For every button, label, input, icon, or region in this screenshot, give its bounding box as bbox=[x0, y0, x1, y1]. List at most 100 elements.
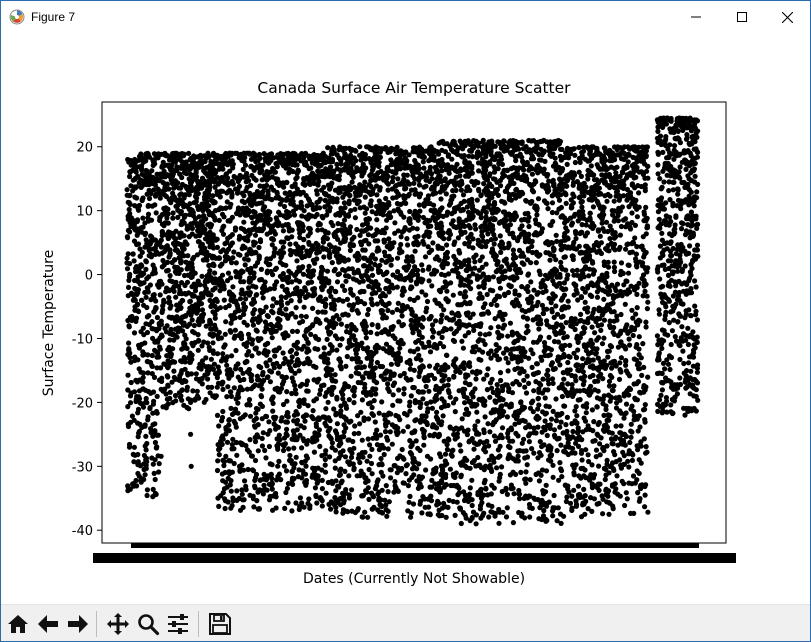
scatter-point bbox=[203, 396, 209, 403]
scatter-point bbox=[212, 322, 218, 328]
scatter-point bbox=[383, 225, 389, 231]
scatter-point bbox=[392, 183, 398, 189]
scatter-point bbox=[194, 388, 200, 394]
scatter-point bbox=[333, 378, 339, 384]
scatter-point bbox=[388, 467, 394, 473]
scatter-point bbox=[365, 478, 371, 484]
scatter-point bbox=[139, 171, 145, 177]
scatter-point bbox=[329, 148, 335, 154]
scatter-point bbox=[207, 297, 213, 303]
scatter-point bbox=[311, 449, 317, 455]
scatter-point bbox=[458, 187, 464, 193]
scatter-point bbox=[219, 435, 225, 441]
scatter-point bbox=[416, 352, 422, 358]
scatter-point bbox=[382, 370, 388, 376]
scatter-point bbox=[152, 439, 158, 446]
scatter-point bbox=[372, 419, 378, 425]
minimize-button[interactable] bbox=[673, 1, 719, 33]
scatter-point bbox=[194, 393, 200, 399]
scatter-point bbox=[249, 353, 255, 359]
scatter-point bbox=[422, 496, 428, 502]
scatter-point bbox=[355, 269, 362, 275]
figure-canvas[interactable]: Canada Surface Air Temperature Scatter 2… bbox=[1, 33, 810, 604]
scatter-point bbox=[279, 381, 286, 387]
scatter-point bbox=[192, 397, 198, 403]
scatter-point bbox=[160, 188, 166, 194]
scatter-point bbox=[375, 324, 381, 330]
scatter-point bbox=[215, 495, 221, 501]
scatter-point bbox=[407, 493, 413, 499]
scatter-point bbox=[257, 277, 263, 283]
scatter-point bbox=[272, 266, 278, 272]
scatter-point bbox=[242, 162, 249, 168]
scatter-point bbox=[386, 213, 392, 219]
scatter-point bbox=[280, 271, 286, 277]
close-button[interactable] bbox=[764, 1, 810, 33]
scatter-point bbox=[349, 450, 355, 456]
scatter-point bbox=[231, 446, 237, 452]
scatter-point bbox=[140, 215, 146, 221]
scatter-point bbox=[264, 268, 271, 274]
scatter-point bbox=[421, 233, 427, 239]
scatter-point bbox=[278, 418, 284, 424]
scatter-point bbox=[336, 316, 342, 322]
scatter-point bbox=[373, 279, 379, 285]
scatter-point bbox=[294, 417, 301, 423]
title-bar[interactable]: Figure 7 bbox=[1, 1, 810, 33]
scatter-point bbox=[260, 430, 266, 436]
scatter-point bbox=[365, 311, 371, 318]
scatter-point bbox=[263, 413, 269, 419]
scatter-point bbox=[176, 255, 182, 261]
scatter-point bbox=[226, 469, 232, 475]
scatter-point bbox=[291, 475, 297, 482]
scatter-point bbox=[248, 182, 254, 188]
scatter-point bbox=[259, 200, 265, 206]
scatter-point bbox=[348, 322, 355, 328]
scatter-point bbox=[261, 283, 268, 290]
scatter-point bbox=[255, 448, 261, 454]
scatter-point bbox=[331, 406, 337, 412]
scatter-point bbox=[252, 423, 258, 429]
scatter-point bbox=[304, 388, 310, 394]
scatter-point bbox=[285, 221, 291, 228]
scatter-point bbox=[216, 255, 222, 261]
scatter-point bbox=[240, 301, 247, 307]
scatter-point bbox=[321, 345, 327, 351]
scatter-point bbox=[253, 177, 259, 183]
scatter-point bbox=[319, 268, 325, 274]
scatter-point bbox=[166, 299, 172, 306]
scatter-point bbox=[149, 352, 155, 359]
scatter-point bbox=[261, 482, 267, 488]
scatter-point bbox=[224, 484, 230, 490]
scatter-point bbox=[236, 183, 243, 189]
scatter-point bbox=[310, 408, 316, 414]
scatter-point bbox=[368, 460, 375, 467]
scatter-point bbox=[231, 460, 237, 467]
scatter-point bbox=[281, 203, 288, 210]
scatter-point bbox=[346, 397, 352, 403]
scatter-point bbox=[156, 461, 162, 467]
maximize-button[interactable] bbox=[719, 1, 765, 33]
scatter-point bbox=[396, 208, 402, 214]
scatter-point bbox=[202, 282, 208, 288]
scatter-point bbox=[132, 452, 138, 458]
scatter-point bbox=[152, 202, 158, 208]
scatter-point bbox=[200, 294, 206, 300]
scatter-point bbox=[127, 173, 133, 180]
scatter-point bbox=[359, 274, 365, 280]
scatter-point bbox=[228, 478, 234, 484]
scatter-point bbox=[390, 352, 396, 358]
scatter-point bbox=[214, 244, 220, 250]
scatter-point bbox=[342, 311, 348, 317]
scatter-point bbox=[354, 226, 360, 233]
scatter-point bbox=[374, 479, 380, 485]
scatter-point bbox=[394, 165, 400, 171]
scatter-point bbox=[388, 162, 394, 168]
scatter-point bbox=[338, 205, 344, 211]
scatter-point bbox=[330, 195, 336, 201]
scatter-point bbox=[371, 378, 377, 384]
scatter-point bbox=[215, 364, 221, 370]
scatter-point bbox=[296, 467, 302, 473]
scatter-chart[interactable]: Canada Surface Air Temperature Scatter 2… bbox=[1, 33, 810, 604]
scatter-point bbox=[205, 189, 211, 195]
